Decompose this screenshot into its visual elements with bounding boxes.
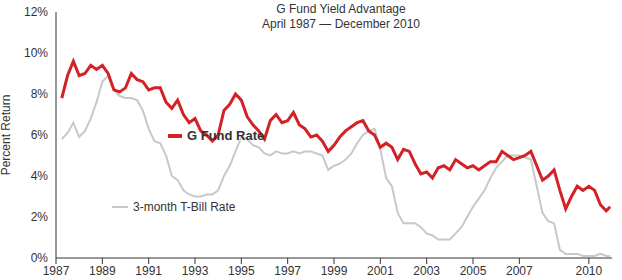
svg-text:2007: 2007 bbox=[506, 264, 533, 278]
svg-text:2001: 2001 bbox=[367, 264, 394, 278]
html-text:April 1987 — December 2010: April 1987 — December 2010 bbox=[262, 17, 420, 31]
svg-text:1989: 1989 bbox=[89, 264, 116, 278]
svg-text:8%: 8% bbox=[31, 87, 49, 101]
svg-text:6%: 6% bbox=[31, 128, 49, 142]
html-text:3-month T-Bill Rate: 3-month T-Bill Rate bbox=[133, 200, 236, 214]
svg-text:1999: 1999 bbox=[321, 264, 348, 278]
svg-text:1997: 1997 bbox=[274, 264, 301, 278]
svg-text:1993: 1993 bbox=[182, 264, 209, 278]
svg-text:2003: 2003 bbox=[413, 264, 440, 278]
svg-text:10%: 10% bbox=[24, 46, 48, 60]
svg-text:4%: 4% bbox=[31, 169, 49, 183]
svg-text:12%: 12% bbox=[24, 5, 48, 19]
html-text:G Fund Rate: G Fund Rate bbox=[187, 128, 265, 143]
svg-text:2%: 2% bbox=[31, 210, 49, 224]
svg-text:Percent Return: Percent Return bbox=[8, 95, 13, 176]
svg-text:1987: 1987 bbox=[43, 264, 70, 278]
svg-text:1991: 1991 bbox=[135, 264, 162, 278]
svg-text:0%: 0% bbox=[31, 251, 49, 265]
html-text:G Fund Yield Advantage: G Fund Yield Advantage bbox=[276, 2, 406, 16]
svg-text:2010: 2010 bbox=[575, 264, 602, 278]
svg-text:1995: 1995 bbox=[228, 264, 255, 278]
svg-text:2005: 2005 bbox=[460, 264, 487, 278]
